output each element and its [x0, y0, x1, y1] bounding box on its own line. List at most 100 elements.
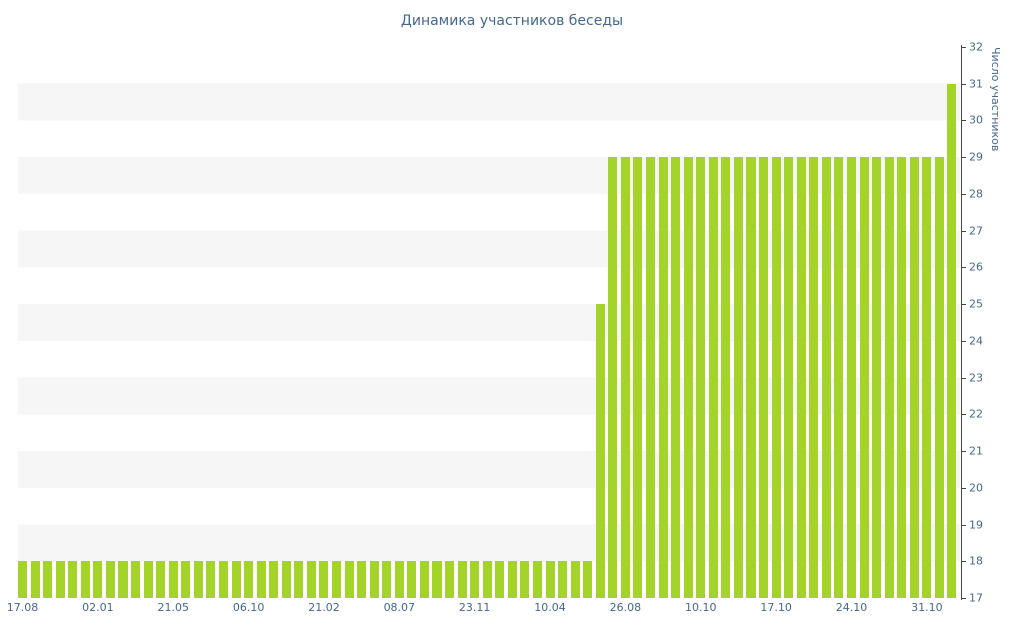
bar	[746, 157, 756, 598]
bar	[105, 561, 115, 598]
y-tick-label: 25	[969, 297, 983, 311]
bar	[181, 561, 191, 598]
bar	[168, 561, 178, 598]
bar	[55, 561, 65, 598]
bar	[821, 157, 831, 598]
bar	[218, 561, 228, 598]
y-tick-label: 21	[969, 444, 983, 458]
x-tick-label: 23.11	[458, 601, 491, 614]
bar	[332, 561, 342, 598]
x-tick-label: 10.10	[685, 601, 717, 614]
bar	[457, 561, 467, 598]
y-tick-label: 26	[969, 260, 983, 274]
y-tick-label: 30	[969, 113, 983, 127]
y-tick-mark	[961, 524, 966, 526]
y-tick-mark	[961, 414, 966, 416]
bar	[809, 157, 819, 598]
bar	[859, 157, 869, 598]
bar	[507, 561, 517, 598]
bar	[394, 561, 404, 598]
y-tick-mark	[961, 193, 966, 195]
bar	[608, 157, 618, 598]
bar	[281, 561, 291, 598]
plot-area	[18, 47, 960, 598]
bar	[118, 561, 128, 598]
bar	[193, 561, 203, 598]
bar	[658, 157, 668, 598]
bar	[432, 561, 442, 598]
y-tick-mark	[961, 157, 966, 159]
bar	[30, 561, 40, 598]
bar	[382, 561, 392, 598]
bar	[671, 157, 681, 598]
y-axis: 17 18 19 20 21 22 23 24 25 26 27 28 29 30 31 32	[961, 42, 1003, 604]
x-tick-label: 21.02	[308, 601, 340, 614]
bar	[771, 157, 781, 598]
bar	[532, 561, 542, 598]
bar	[18, 561, 28, 598]
bar	[294, 561, 304, 598]
bar	[558, 561, 568, 598]
y-tick-mark	[961, 487, 966, 489]
y-tick-mark	[961, 267, 966, 269]
x-tick-label: 02.01	[82, 601, 114, 614]
y-tick-label: 20	[969, 481, 983, 495]
bar	[696, 157, 706, 598]
bar	[884, 157, 894, 598]
bar	[43, 561, 53, 598]
y-tick-label: 29	[969, 150, 983, 164]
bar	[470, 561, 480, 598]
x-tick-label: 17.10	[760, 601, 792, 614]
bar	[68, 561, 78, 598]
x-tick-label: 08.07	[383, 601, 416, 614]
bar	[80, 561, 90, 598]
bar	[357, 561, 367, 598]
bar	[733, 157, 743, 598]
bar	[419, 561, 429, 598]
bar	[269, 561, 279, 598]
x-tick-label: 21.05	[157, 601, 189, 614]
bar	[206, 561, 216, 598]
y-tick-label: 28	[969, 187, 983, 201]
bar	[583, 561, 593, 598]
y-tick-mark	[961, 377, 966, 379]
x-axis-labels: 17.08 02.01 21.05 06.10 21.02 08.07 23.11 10.04…	[7, 601, 960, 617]
bar	[520, 561, 530, 598]
x-tick-label: 06.10	[232, 601, 265, 614]
bar	[482, 561, 492, 598]
bar	[834, 157, 844, 598]
bar	[495, 561, 505, 598]
bar	[872, 157, 882, 598]
y-tick-label: 23	[969, 371, 983, 385]
bar	[633, 157, 643, 598]
bar	[683, 157, 693, 598]
x-tick-label: 24.10	[835, 601, 868, 614]
bar	[231, 561, 241, 598]
bar	[909, 157, 919, 598]
bar	[708, 157, 718, 598]
bar	[570, 561, 580, 598]
bar	[922, 157, 932, 598]
bar	[620, 157, 630, 598]
bar	[897, 157, 907, 598]
bar	[143, 561, 153, 598]
x-tick-label: 31.10	[911, 601, 943, 614]
bar	[545, 561, 555, 598]
bar	[256, 561, 266, 598]
bar	[319, 561, 329, 598]
bar	[131, 561, 141, 598]
y-tick-label: 22	[969, 407, 983, 421]
y-tick-mark	[961, 598, 966, 599]
bar	[759, 157, 769, 598]
bar	[934, 157, 944, 598]
y-tick-mark	[961, 451, 966, 453]
bar	[344, 561, 354, 598]
bar	[947, 83, 957, 598]
y-axis-title: Число участников	[989, 47, 1002, 152]
y-tick-label: 19	[969, 518, 983, 532]
bar	[784, 157, 794, 598]
y-tick-label: 18	[969, 554, 983, 568]
y-tick-label: 27	[969, 224, 983, 238]
y-tick-label: 32	[969, 40, 983, 54]
bar	[156, 561, 166, 598]
